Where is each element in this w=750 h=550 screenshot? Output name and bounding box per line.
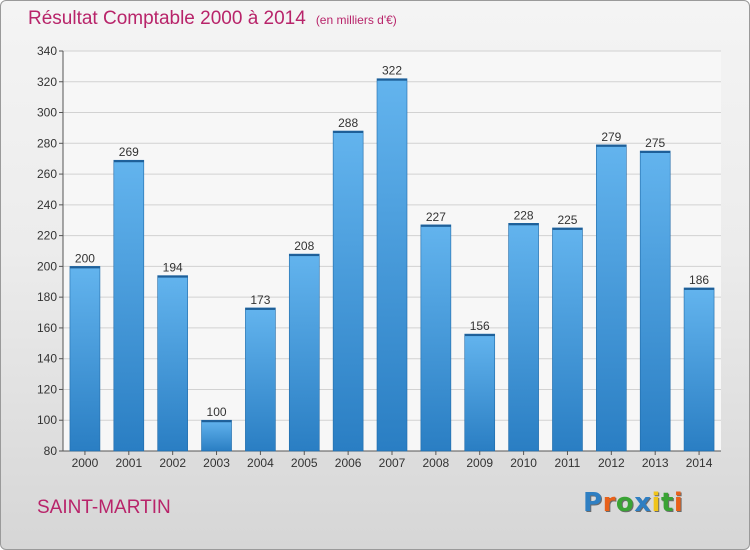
y-tick-label: 320 (37, 75, 57, 89)
y-tick-label: 300 (37, 106, 57, 120)
x-tick-label: 2013 (642, 456, 669, 470)
y-tick-label: 280 (37, 136, 57, 150)
data-label: 225 (557, 213, 577, 227)
y-tick-label: 340 (37, 44, 57, 58)
bar (683, 287, 715, 452)
bar (464, 333, 496, 452)
bar (288, 253, 320, 452)
bar-cap (289, 254, 320, 257)
bar-cap (640, 151, 671, 153)
bar-cap (684, 287, 715, 290)
logo-letter: o (615, 488, 635, 518)
proxiti-logo[interactable]: Proxiti (583, 488, 683, 518)
y-tick-label: 100 (37, 413, 57, 427)
data-label: 228 (514, 208, 534, 222)
logo-letter: i (673, 488, 684, 518)
place-name: SAINT-MARTIN (37, 497, 171, 518)
data-label: 227 (426, 210, 446, 224)
logo-letter: t (660, 488, 674, 518)
bar-cap (552, 227, 583, 230)
x-tick-label: 2005 (291, 456, 318, 470)
logo-letter: r (602, 488, 616, 518)
bar (332, 130, 364, 452)
data-label: 156 (470, 319, 490, 333)
y-tick-label: 140 (37, 352, 57, 366)
y-tick-label: 180 (37, 290, 57, 304)
data-label: 279 (601, 130, 621, 144)
bar (376, 78, 408, 452)
bar-cap (420, 224, 451, 227)
y-tick-label: 120 (37, 382, 57, 396)
bar-cap (201, 420, 232, 423)
y-tick-label: 200 (37, 259, 57, 273)
bar (113, 159, 145, 452)
data-label: 275 (645, 136, 665, 150)
bar-cap (596, 144, 627, 147)
x-tick-label: 2014 (686, 456, 713, 470)
x-tick-label: 2010 (510, 456, 537, 470)
logo-letter: x (634, 488, 652, 518)
chart-subtitle: (en milliers d'€) (315, 13, 397, 27)
bar-cap (113, 160, 144, 163)
x-tick-label: 2008 (423, 456, 450, 470)
chart-title-text: Résultat Comptable 2000 à 2014 (28, 8, 306, 29)
x-tick-label: 2001 (115, 456, 142, 470)
bar (157, 275, 188, 452)
bar-cap (377, 78, 407, 81)
data-label: 288 (338, 116, 358, 130)
data-label: 322 (382, 64, 402, 78)
y-tick-label: 240 (37, 198, 57, 212)
bar (69, 266, 101, 452)
data-label: 269 (119, 145, 139, 159)
data-label: 194 (163, 261, 183, 275)
logo-letter: i (651, 488, 661, 518)
y-tick-label: 160 (37, 321, 57, 335)
bar (508, 223, 539, 452)
bar-cap (464, 334, 495, 337)
data-label: 100 (207, 405, 227, 419)
y-tick-label: 80 (44, 444, 58, 458)
x-tick-label: 2007 (379, 456, 406, 470)
bar (245, 307, 276, 452)
bar (552, 227, 583, 452)
x-tick-label: 2004 (247, 456, 274, 470)
bar (639, 150, 671, 452)
data-label: 186 (689, 273, 709, 287)
x-tick-label: 2009 (466, 456, 493, 470)
logo-letter: P (583, 488, 603, 518)
y-tick-label: 220 (37, 229, 57, 243)
bar (596, 144, 627, 452)
x-tick-label: 2012 (598, 456, 625, 470)
x-tick-label: 2000 (72, 456, 99, 470)
bar-cap (245, 307, 276, 310)
x-tick-label: 2003 (203, 456, 230, 470)
data-label: 173 (250, 293, 270, 307)
data-label: 200 (75, 251, 95, 265)
bar-cap (508, 223, 539, 226)
x-tick-label: 2011 (555, 456, 581, 470)
bar-cap (333, 131, 364, 133)
bar-cap (69, 266, 100, 269)
bar (420, 224, 452, 452)
y-tick-label: 260 (37, 167, 57, 181)
bar-cap (157, 275, 188, 278)
chart-title: Résultat Comptable 2000 à 2014 (en millie… (28, 8, 397, 30)
data-label: 208 (294, 239, 314, 253)
bar (201, 419, 232, 452)
x-tick-label: 2006 (335, 456, 362, 470)
x-tick-label: 2002 (159, 456, 186, 470)
